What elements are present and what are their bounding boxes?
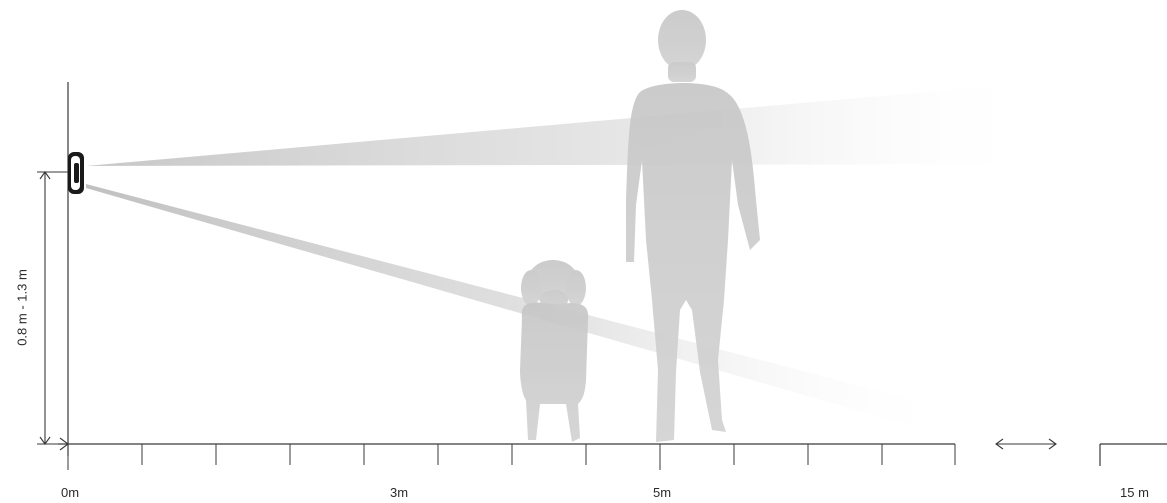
upper-detection-beam	[86, 82, 1040, 166]
dog-icon	[520, 260, 589, 442]
distance-label-3m: 3m	[390, 485, 409, 500]
distance-label-5m: 5m	[653, 485, 672, 500]
height-dimension-arrow	[37, 171, 68, 445]
double-arrow-icon	[995, 438, 1057, 450]
detector-icon	[68, 152, 84, 194]
distance-label-0m: 0m	[61, 485, 80, 500]
person-icon	[626, 10, 760, 442]
far-axis-segment	[1099, 443, 1167, 466]
mounting-height-label: 0.8 m - 1.3 m	[14, 269, 30, 346]
axis-ticks	[67, 444, 956, 470]
distance-label-15m: 15 m	[1120, 485, 1149, 500]
